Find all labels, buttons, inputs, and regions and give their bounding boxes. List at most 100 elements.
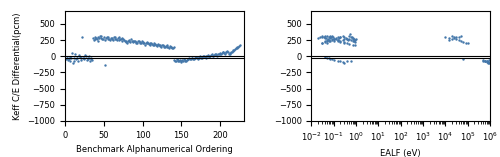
Point bbox=[330, 38, 338, 40]
Point bbox=[321, 41, 329, 43]
Point bbox=[213, 54, 221, 57]
Point bbox=[168, 47, 176, 49]
Point bbox=[220, 50, 228, 53]
Point bbox=[84, 56, 92, 59]
Point bbox=[325, 36, 333, 38]
Point bbox=[350, 38, 358, 41]
Point bbox=[458, 41, 466, 43]
Point bbox=[334, 60, 342, 62]
Point bbox=[336, 37, 344, 39]
Point bbox=[148, 43, 156, 46]
Point bbox=[174, 59, 182, 61]
Point bbox=[228, 50, 236, 52]
Point bbox=[134, 40, 142, 43]
Point bbox=[176, 61, 184, 63]
Point bbox=[194, 58, 202, 60]
Point bbox=[106, 38, 114, 41]
Point bbox=[328, 58, 336, 61]
Point bbox=[94, 39, 102, 42]
Point bbox=[71, 53, 79, 56]
Point bbox=[76, 56, 84, 58]
Point bbox=[131, 39, 139, 42]
Point bbox=[351, 39, 359, 41]
Point bbox=[318, 35, 326, 38]
Point bbox=[217, 52, 225, 55]
Point bbox=[211, 53, 219, 56]
Point bbox=[66, 56, 74, 58]
Point bbox=[62, 57, 70, 60]
Point bbox=[182, 60, 190, 62]
Point bbox=[74, 56, 82, 59]
Point bbox=[325, 39, 333, 41]
Point bbox=[184, 58, 192, 60]
Point bbox=[64, 56, 72, 59]
Point bbox=[170, 59, 178, 61]
Point bbox=[174, 60, 182, 63]
Point bbox=[158, 45, 166, 48]
Point bbox=[84, 58, 92, 61]
Point bbox=[145, 43, 153, 45]
Point bbox=[65, 58, 73, 60]
Point bbox=[154, 45, 162, 47]
Point bbox=[342, 37, 350, 39]
Point bbox=[314, 37, 322, 39]
Point bbox=[124, 39, 132, 41]
Point bbox=[221, 52, 229, 55]
Point bbox=[80, 57, 88, 60]
Point bbox=[197, 56, 205, 59]
Point bbox=[343, 38, 351, 40]
Point bbox=[321, 34, 329, 37]
Point bbox=[158, 43, 166, 46]
Point bbox=[141, 43, 149, 46]
Point bbox=[218, 51, 226, 54]
Point bbox=[321, 37, 329, 39]
Point bbox=[152, 43, 160, 46]
Point bbox=[104, 38, 112, 40]
Point bbox=[214, 53, 222, 56]
Point bbox=[214, 52, 222, 55]
Point bbox=[194, 56, 202, 59]
Point bbox=[98, 38, 106, 40]
Point bbox=[350, 38, 358, 40]
Point bbox=[182, 60, 190, 63]
Point bbox=[334, 36, 342, 39]
Point bbox=[202, 55, 210, 57]
Point bbox=[452, 36, 460, 39]
Point bbox=[485, 59, 493, 61]
Point bbox=[208, 54, 216, 57]
Point bbox=[348, 37, 356, 39]
Point bbox=[176, 59, 184, 61]
Point bbox=[165, 47, 173, 49]
Point bbox=[448, 38, 456, 40]
Point bbox=[338, 39, 346, 41]
Point bbox=[234, 45, 242, 48]
X-axis label: EALF (eV): EALF (eV) bbox=[380, 149, 421, 157]
Point bbox=[116, 38, 124, 41]
Point bbox=[102, 37, 110, 39]
Point bbox=[340, 41, 348, 44]
Point bbox=[336, 60, 344, 63]
Point bbox=[482, 60, 490, 63]
Point bbox=[450, 37, 458, 39]
Point bbox=[336, 40, 344, 43]
Point bbox=[150, 42, 158, 45]
Point bbox=[170, 45, 177, 48]
Point bbox=[446, 39, 454, 41]
Point bbox=[328, 39, 336, 41]
Point bbox=[352, 38, 360, 40]
Point bbox=[180, 59, 188, 61]
Point bbox=[118, 40, 126, 43]
Point bbox=[144, 41, 152, 43]
Point bbox=[154, 43, 162, 45]
Point bbox=[128, 40, 136, 43]
Point bbox=[112, 38, 120, 41]
Point bbox=[140, 41, 147, 43]
Point bbox=[464, 42, 471, 45]
Point bbox=[484, 61, 492, 64]
Point bbox=[171, 60, 179, 62]
Point bbox=[95, 37, 103, 39]
Point bbox=[348, 43, 356, 46]
Point bbox=[190, 58, 198, 61]
Point bbox=[330, 59, 338, 61]
Point bbox=[92, 36, 100, 38]
